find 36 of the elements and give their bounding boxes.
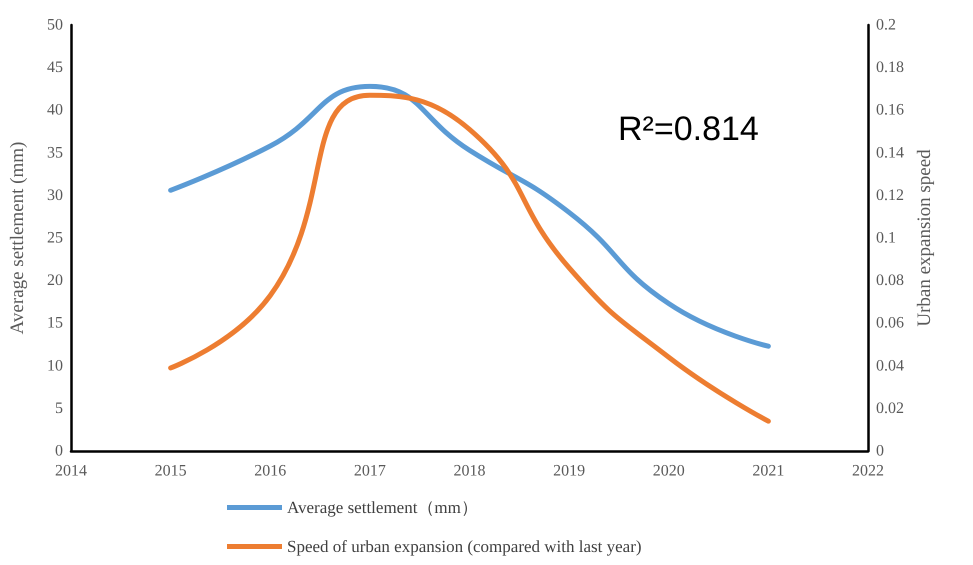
x-tick-label: 2020 [652,462,685,480]
y-tick-label: 30 [47,186,63,204]
y2-tick-label: 0.02 [876,400,904,417]
y-tick-label: 45 [47,59,63,76]
y-tick-label: 15 [47,314,63,332]
y-tick-label: 50 [47,16,63,34]
y-tick-label: 35 [47,144,63,162]
y-axis-title: Average settlement (mm) [7,142,28,334]
x-tick-label: 2021 [752,462,784,480]
x-tick-label: 2019 [553,462,586,480]
y2-tick-label: 0.12 [876,186,904,204]
x-tick-label: 2014 [55,462,87,480]
y2-tick-label: 0.04 [876,357,904,374]
x-tick-label: 2017 [354,462,386,480]
x-tick-label: 2015 [154,462,187,480]
x-tick-label: 2022 [852,462,884,480]
y-tick-label: 0 [55,442,63,460]
y2-tick-label: 0.16 [876,102,904,119]
legend-label: Speed of urban expansion (compared with last year) [287,537,642,556]
y2-tick-label: 0.2 [876,16,896,34]
y2-tick-label: 0.08 [876,272,904,290]
y-tick-label: 10 [47,357,63,374]
y2-tick-label: 0 [876,442,884,460]
y-tick-label: 20 [47,272,63,290]
legend-label: Average settlement（mm） [287,498,478,517]
annotation: R²=0.814 [618,110,759,148]
y-tick-label: 25 [47,230,63,246]
y2-tick-label: 0.1 [876,230,896,246]
y2-tick-label: 0.18 [876,59,904,76]
y2-tick-label: 0.14 [876,144,904,162]
y-tick-label: 5 [55,400,63,417]
y2-axis-title: Urban expansion speed [914,148,935,327]
x-tick-label: 2018 [454,462,486,480]
y-tick-label: 40 [47,102,63,119]
x-tick-label: 2016 [254,462,286,480]
y2-tick-label: 0.06 [876,314,904,332]
